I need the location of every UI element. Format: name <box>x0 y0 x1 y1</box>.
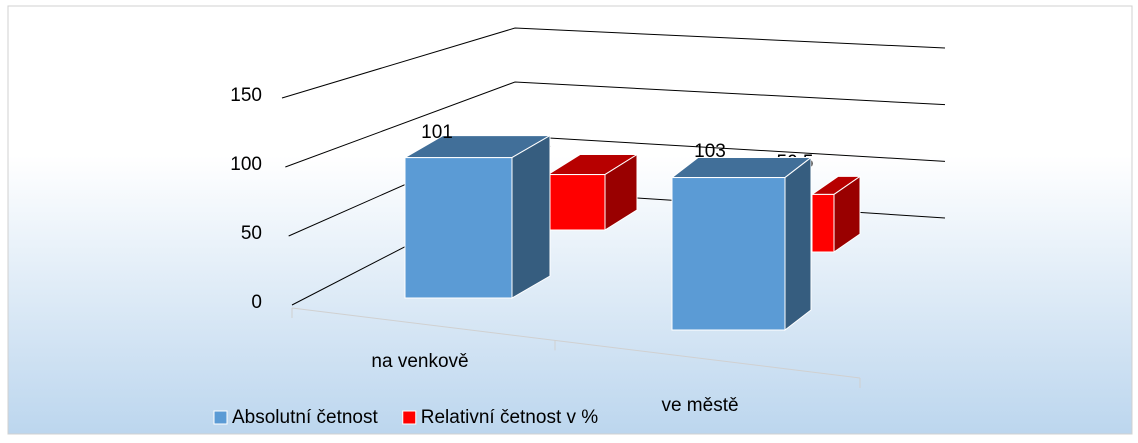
bar-side <box>784 156 812 332</box>
legend-swatch <box>213 410 228 425</box>
legend-swatch <box>402 410 417 425</box>
x-tick-label: na venkově <box>371 351 468 372</box>
x-tick-label: ve městě <box>661 395 738 416</box>
bar <box>811 193 835 253</box>
legend-label: Relativní četnost v % <box>421 407 599 428</box>
value-label: 103 <box>694 141 726 162</box>
y-tick-label: 0 <box>251 292 262 313</box>
y-tick-label: 150 <box>230 85 262 106</box>
bar-side <box>511 134 551 299</box>
grid-line <box>281 27 946 99</box>
legend-label: Absolutní četnost <box>232 407 378 428</box>
bar <box>547 174 606 231</box>
floor-edge <box>291 307 861 379</box>
grid-line <box>285 81 946 168</box>
bar <box>671 177 786 331</box>
bar <box>404 157 513 299</box>
y-tick-label: 100 <box>230 154 262 175</box>
value-label: 101 <box>421 122 453 143</box>
y-tick-label: 50 <box>241 223 262 244</box>
